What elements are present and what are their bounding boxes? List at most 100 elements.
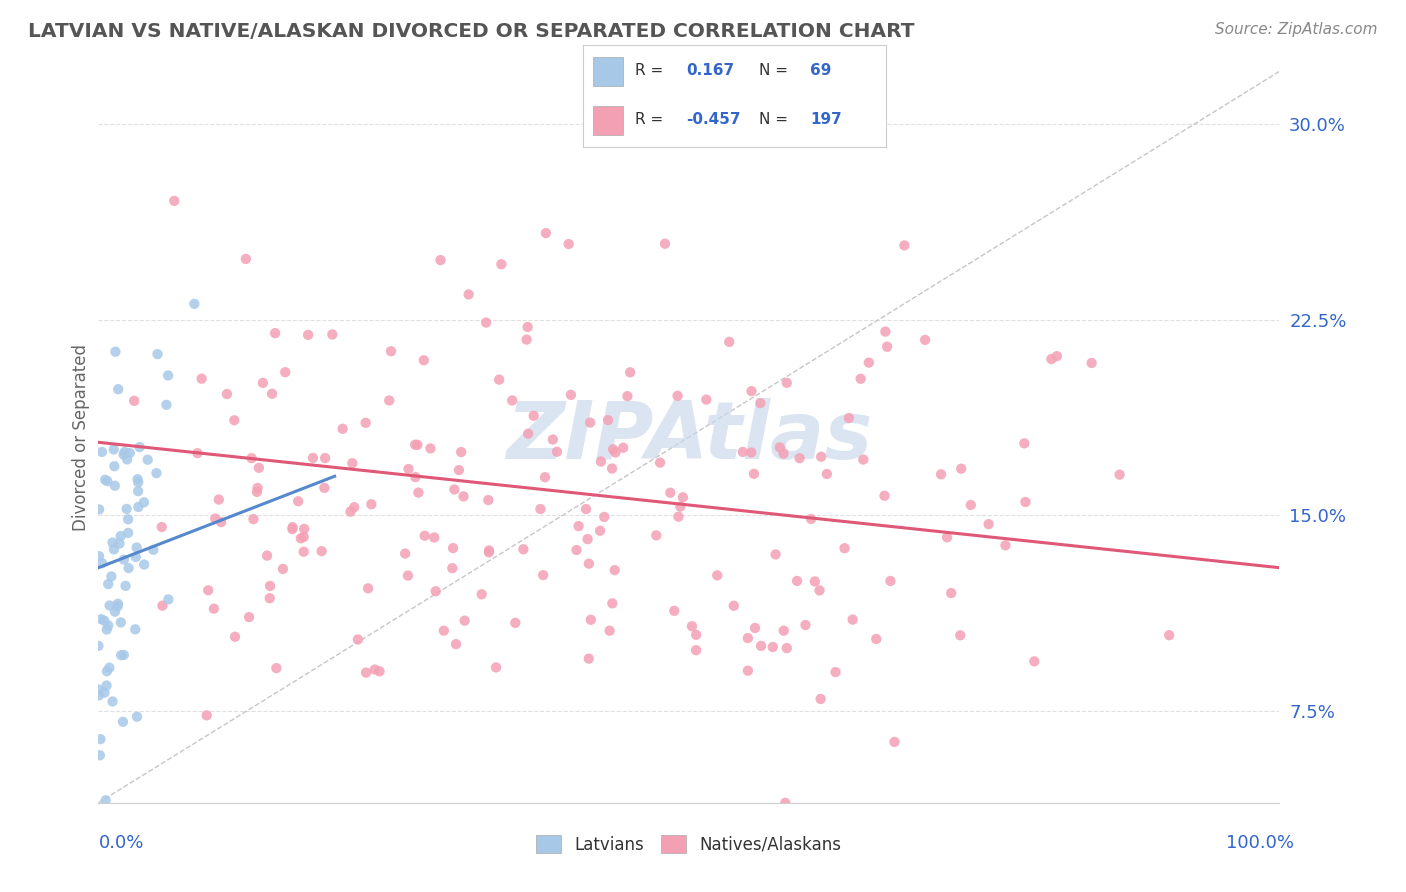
Point <box>852 452 875 467</box>
Point <box>347 632 370 647</box>
Point <box>534 470 557 484</box>
Point <box>893 238 915 252</box>
Point <box>648 456 671 470</box>
Point <box>429 253 451 268</box>
Point <box>879 574 901 588</box>
Text: 197: 197 <box>810 112 842 128</box>
Point <box>124 623 146 637</box>
Point <box>737 664 759 678</box>
Point <box>669 500 692 514</box>
Point <box>104 605 127 619</box>
Point <box>560 388 582 402</box>
Point <box>122 393 145 408</box>
Point <box>450 445 472 459</box>
Point <box>281 520 304 534</box>
Point <box>209 515 232 529</box>
Point <box>516 333 538 347</box>
Point <box>302 450 325 465</box>
Point <box>645 528 668 542</box>
Point <box>357 582 380 596</box>
Point <box>478 543 501 558</box>
Point <box>949 628 972 642</box>
Point <box>408 485 430 500</box>
Point <box>266 661 288 675</box>
Point <box>834 541 856 556</box>
Point <box>740 445 762 459</box>
Point <box>157 592 180 607</box>
Point <box>419 442 441 456</box>
Point <box>112 552 135 566</box>
Point <box>252 376 274 390</box>
Point <box>706 568 728 582</box>
Text: 100.0%: 100.0% <box>1226 834 1294 852</box>
Point <box>238 610 260 624</box>
Point <box>441 541 464 555</box>
Point <box>396 568 419 582</box>
Point <box>789 451 811 466</box>
Point <box>197 583 219 598</box>
Point <box>208 492 231 507</box>
Point <box>281 522 304 536</box>
Point <box>332 422 354 436</box>
Point <box>364 663 387 677</box>
Point <box>565 543 588 558</box>
Point <box>89 748 111 763</box>
Point <box>600 461 623 475</box>
Point <box>849 372 872 386</box>
Point <box>87 639 110 653</box>
Point <box>96 679 118 693</box>
Point <box>681 619 703 633</box>
Point <box>505 615 527 630</box>
Point <box>146 347 169 361</box>
Point <box>107 599 129 614</box>
Point <box>602 442 624 457</box>
Point <box>94 793 117 807</box>
Point <box>150 520 173 534</box>
Point <box>127 500 149 514</box>
Point <box>297 327 319 342</box>
Point <box>576 532 599 546</box>
Point <box>557 237 579 252</box>
Text: N =: N = <box>759 112 787 128</box>
Point <box>127 475 149 490</box>
Point <box>457 287 479 301</box>
Point <box>423 531 446 545</box>
Point <box>117 525 139 540</box>
Point <box>800 512 823 526</box>
Point <box>941 586 963 600</box>
FancyBboxPatch shape <box>592 106 623 135</box>
Point <box>453 614 475 628</box>
Point <box>769 440 792 454</box>
Point <box>444 637 467 651</box>
Point <box>354 416 377 430</box>
Point <box>546 444 568 458</box>
Point <box>936 530 959 544</box>
Point <box>404 470 426 484</box>
Point <box>875 325 897 339</box>
Point <box>100 569 122 583</box>
Point <box>314 481 336 495</box>
Point <box>103 459 125 474</box>
Point <box>342 456 364 470</box>
Point <box>1080 356 1102 370</box>
Point <box>579 613 602 627</box>
Point <box>1108 467 1130 482</box>
Point <box>977 517 1000 532</box>
Y-axis label: Divorced or Separated: Divorced or Separated <box>72 343 90 531</box>
Point <box>142 542 165 557</box>
Point <box>339 505 361 519</box>
Point <box>360 497 382 511</box>
Point <box>292 522 315 536</box>
Point <box>1014 436 1036 450</box>
Point <box>529 502 551 516</box>
Point <box>858 355 880 369</box>
Point <box>516 320 538 334</box>
Point <box>589 524 612 538</box>
Point <box>838 411 860 425</box>
Point <box>292 530 315 544</box>
Point <box>157 368 180 383</box>
Point <box>589 454 612 468</box>
Point <box>775 796 797 810</box>
Point <box>259 591 281 606</box>
Point <box>478 545 501 559</box>
